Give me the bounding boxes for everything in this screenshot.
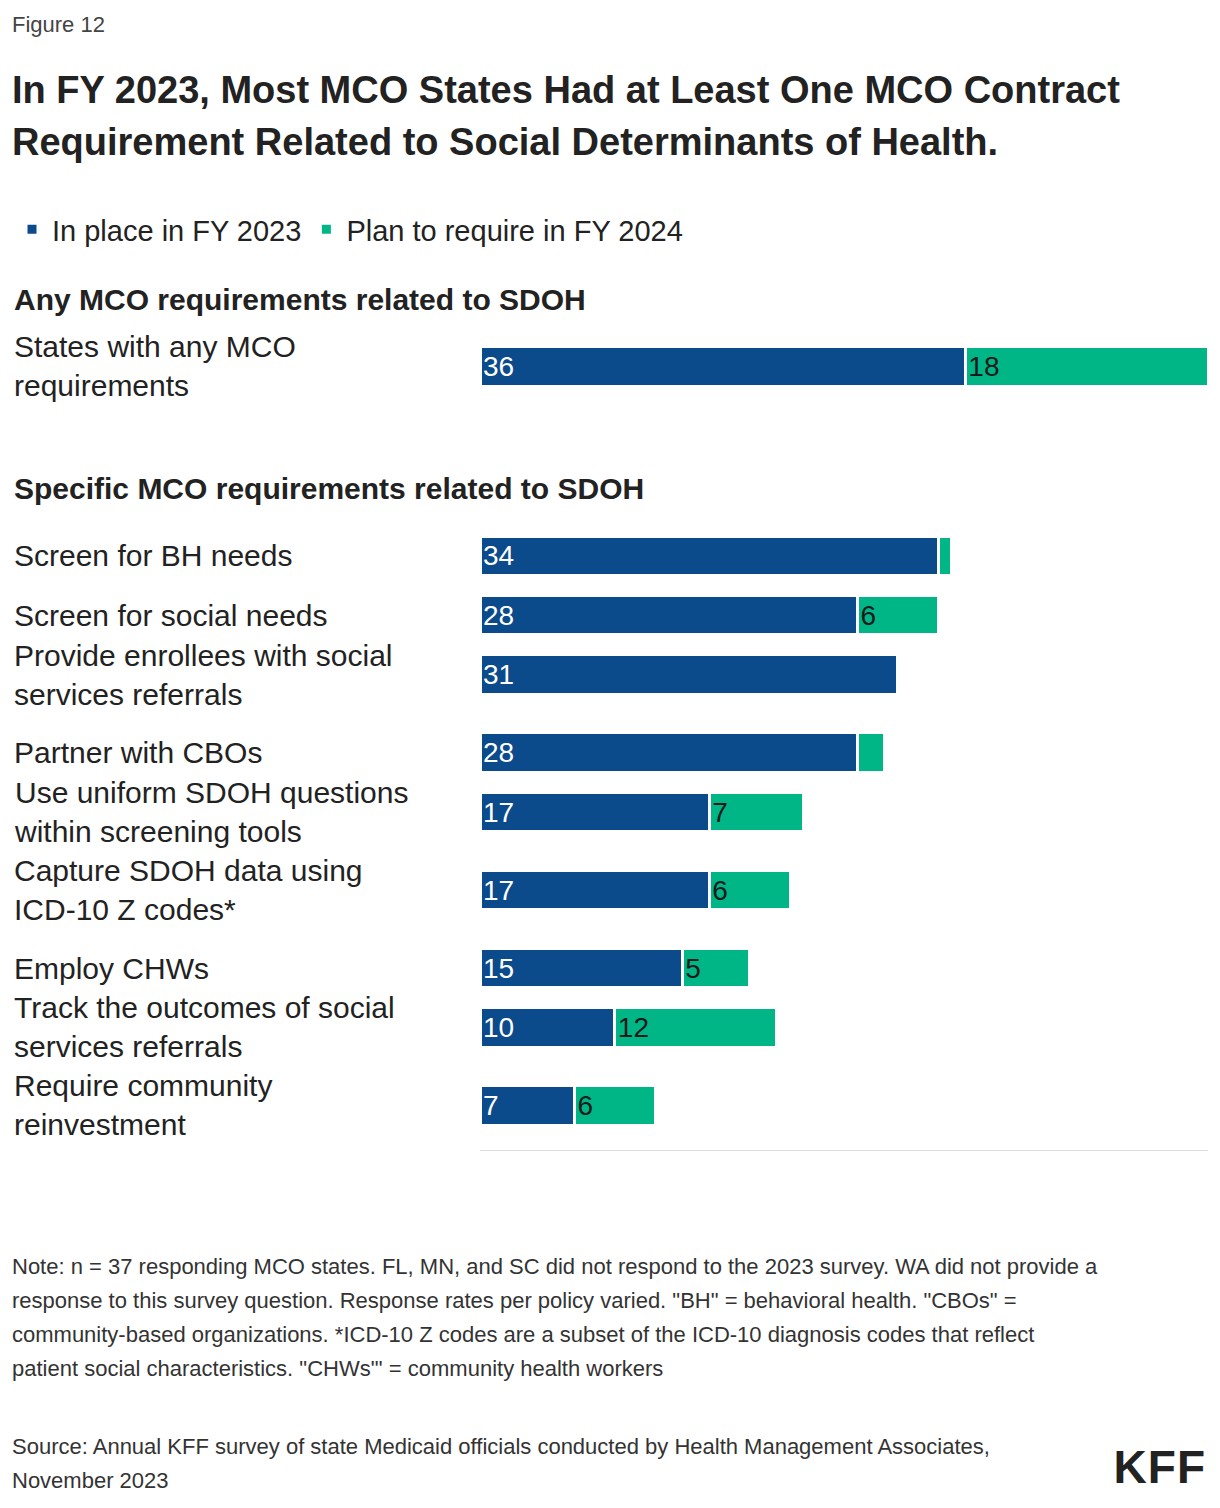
svg-text:6: 6 <box>712 875 728 906</box>
svg-text:Partner with CBOs: Partner with CBOs <box>14 736 262 769</box>
svg-text:6: 6 <box>860 600 876 631</box>
svg-text:Track the outcomes of socialse: Track the outcomes of socialservices ref… <box>14 991 395 1063</box>
svg-text:10: 10 <box>483 1012 514 1043</box>
svg-text:Screen for social needs: Screen for social needs <box>14 599 328 632</box>
html-text:Note: n = 37 responding MCO st: Note: n = 37 responding MCO states. FL, … <box>12 1254 1098 1381</box>
svg-text:Require communityreinvestment: Require communityreinvestment <box>14 1069 272 1141</box>
svg-text:31: 31 <box>483 659 514 690</box>
html-text:Source: Annual KFF survey of s: Source: Annual KFF survey of state Medic… <box>12 1434 990 1493</box>
svg-text:Employ CHWs: Employ CHWs <box>14 952 209 985</box>
svg-text:12: 12 <box>618 1012 649 1043</box>
svg-text:Plan to require in FY 2024: Plan to require in FY 2024 <box>346 215 682 247</box>
svg-text:Provide enrollees with socials: Provide enrollees with socialservices re… <box>14 639 393 711</box>
svg-text:Screen for BH needs: Screen for BH needs <box>14 539 292 572</box>
svg-text:Capture SDOH data usingICD-10: Capture SDOH data usingICD-10 Z codes* <box>14 854 363 926</box>
svg-text:7: 7 <box>712 797 728 828</box>
svg-text:36: 36 <box>483 351 514 382</box>
svg-text:28: 28 <box>483 737 514 768</box>
svg-text:15: 15 <box>483 953 514 984</box>
svg-text:Use uniform SDOH questionswith: Use uniform SDOH questionswithin screeni… <box>14 776 409 848</box>
svg-text:5: 5 <box>685 953 701 984</box>
svg-text:Any MCO requirements related t: Any MCO requirements related to SDOH <box>14 283 586 316</box>
svg-text:7: 7 <box>483 1090 499 1121</box>
svg-text:17: 17 <box>483 875 514 906</box>
svg-text:18: 18 <box>968 351 999 382</box>
svg-text:States with any MCOrequirement: States with any MCOrequirements <box>14 330 296 402</box>
html-text:In FY 2023, Most MCO States Ha: In FY 2023, Most MCO States Had at Least… <box>12 69 1120 163</box>
svg-text:6: 6 <box>577 1090 593 1121</box>
svg-text:In place in FY 2023: In place in FY 2023 <box>52 215 301 247</box>
svg-text:17: 17 <box>483 797 514 828</box>
svg-text:28: 28 <box>483 600 514 631</box>
html-text:KFF: KFF <box>1113 1441 1206 1493</box>
html-text:Figure 12: Figure 12 <box>12 12 105 37</box>
svg-text:34: 34 <box>483 540 514 571</box>
svg-text:Specific MCO requirements rela: Specific MCO requirements related to SDO… <box>14 472 644 505</box>
